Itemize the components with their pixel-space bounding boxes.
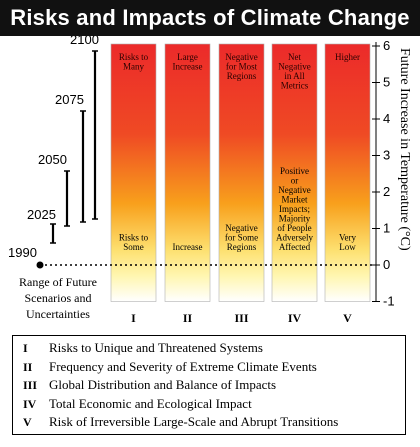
column-bottom-label: Very (339, 233, 356, 243)
legend-num: IV (23, 396, 37, 411)
year-label: 2100 (70, 36, 99, 47)
column-middle-label: Positive (280, 166, 309, 176)
column-middle-label: Majority (279, 214, 311, 224)
legend-row: V Risk of Irreversible Large-Scale and A… (23, 414, 397, 433)
axis-tick-label: 0 (383, 257, 390, 272)
column-middle-label: Market (282, 195, 308, 205)
column-fill (218, 43, 265, 302)
column-middle-label: Affected (279, 242, 311, 252)
column-bottom-label: Some (123, 242, 144, 252)
range-label-line: Uncertainties (26, 307, 90, 321)
column-top-label: Risks to (119, 52, 149, 62)
column-top-label: Net (288, 52, 301, 62)
column-roman-label: V (343, 311, 352, 325)
year-label: 1990 (8, 245, 37, 260)
year-label: 2075 (55, 92, 84, 107)
year-label: 2050 (38, 152, 67, 167)
column-bottom-label: for Some (225, 233, 258, 243)
axis-tick-label: 2 (383, 184, 390, 199)
legend-text: Global Distribution and Balance of Impac… (49, 377, 277, 392)
year-label: 2025 (27, 207, 56, 222)
column-fill (110, 43, 157, 302)
axis-tick-label: 3 (383, 148, 390, 163)
column-bottom-label: Increase (173, 242, 203, 252)
page-title: Risks and Impacts of Climate Change (0, 0, 420, 36)
column-bottom-label: Regions (227, 242, 257, 252)
column-top-label: Metrics (281, 81, 309, 91)
temperature-axis: -1 0 1 2 3 4 5 6 Future Increase in Temperature … (40, 38, 412, 309)
column-fill (164, 43, 211, 302)
column-bottom-label: Risks to (119, 233, 149, 243)
column-middle-label: or (291, 176, 299, 186)
column-fill (271, 43, 318, 302)
legend-text: Risk of Irreversible Large-Scale and Abr… (49, 414, 339, 429)
axis-tick-label: 6 (383, 38, 390, 53)
column-top-label: Negative (278, 62, 310, 72)
column-top-label: Negative (225, 52, 257, 62)
year-scale: 2100 2075 2050 2025 1990 (8, 36, 99, 269)
column-top-label: Large (177, 52, 198, 62)
axis-tick-label: 4 (383, 111, 390, 126)
column-middle-label: Impacts; (279, 204, 310, 214)
column-bottom-label: Negative (225, 223, 257, 233)
range-label-group: Range of Future Scenarios and Uncertaintie… (19, 275, 97, 321)
column-middle-label: Adversely (276, 233, 313, 243)
column-fill (324, 43, 371, 302)
column-top-label: Regions (227, 71, 257, 81)
legend-text: Risks to Unique and Threatened Systems (49, 340, 263, 355)
legend-row: II Frequency and Severity of Extreme Cli… (23, 359, 397, 378)
column-top-label: Higher (335, 52, 360, 62)
column-roman-label: IV (288, 311, 302, 325)
column-middle-label: Negative (278, 185, 310, 195)
axis-tick-label: 1 (383, 221, 390, 236)
column-top-label: in All (284, 71, 305, 81)
column-top-label: for Most (226, 62, 258, 72)
column-roman-label: III (234, 311, 248, 325)
column-middle-label: of People (277, 223, 311, 233)
legend-num: I (23, 341, 28, 355)
legend-num: V (23, 415, 32, 429)
column-roman-label: II (183, 311, 193, 325)
legend-row: III Global Distribution and Balance of I… (23, 377, 397, 396)
y-axis-title: Future Increase in Temperature (°C) (397, 48, 412, 251)
column-bottom-label: Low (339, 242, 356, 252)
axis-tick-label: 5 (383, 75, 390, 90)
column-roman-label: I (131, 311, 136, 325)
legend-text: Total Economic and Ecological Impact (49, 395, 252, 411)
legend-row: IV Total Economic and Ecological Impact (23, 396, 397, 415)
range-label-line: Scenarios and (25, 291, 92, 305)
legend-box: I Risks to Unique and Threatened Systems… (12, 335, 406, 435)
axis-tick-label: -1 (383, 294, 395, 309)
column-top-label: Increase (173, 62, 203, 72)
legend-row: I Risks to Unique and Threatened Systems (23, 340, 397, 359)
column-top-label: Many (123, 62, 144, 72)
legend-num: II (23, 359, 33, 374)
legend-num: III (23, 378, 38, 392)
legend-text: Frequency and Severity of Extreme Climat… (49, 358, 317, 374)
range-label-line: Range of Future (19, 275, 97, 289)
